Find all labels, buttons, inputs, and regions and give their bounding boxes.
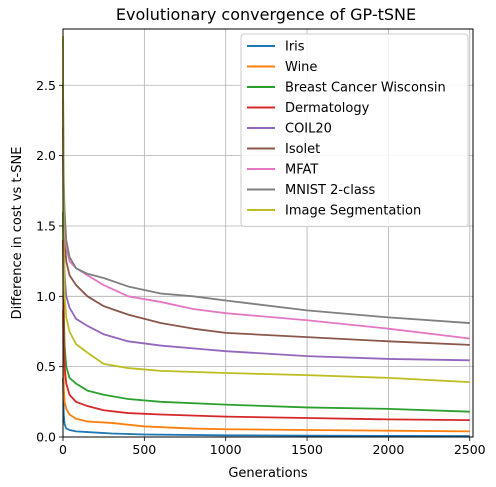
chart-title: Evolutionary convergence of GP-tSNE	[116, 5, 416, 24]
y-tick-label: 2.0	[36, 148, 56, 163]
series-line-8	[62, 36, 470, 384]
legend-label: MFAT	[285, 163, 318, 178]
y-axis-label: Difference in cost vs t-SNE	[10, 147, 25, 320]
x-axis-ticks: 0 500 1000 1500 2000 2500	[59, 437, 486, 457]
legend-label: Breast Cancer Wisconsin	[285, 81, 446, 96]
y-tick-label: 2.5	[36, 78, 56, 93]
x-tick-label: 1500	[291, 442, 323, 457]
x-tick-label: 500	[132, 442, 156, 457]
series-line-1	[62, 310, 470, 433]
series-line-0	[62, 377, 470, 437]
legend-box	[240, 33, 469, 227]
y-tick-label: 1.0	[36, 289, 56, 304]
x-tick-label: 2000	[372, 442, 404, 457]
series-line-3	[62, 240, 470, 422]
legend-label: Isolet	[285, 142, 320, 157]
legend-label: COIL20	[285, 122, 332, 137]
series-line-5	[62, 127, 470, 346]
series-line-7	[62, 85, 470, 324]
x-tick-label: 0	[59, 442, 67, 457]
legend-label: Image Segmentation	[285, 204, 421, 219]
legend-label: Iris	[285, 40, 305, 55]
x-axis-label: Generations	[228, 466, 308, 481]
y-axis-ticks: 0.0 0.5 1.0 1.5 2.0 2.5	[36, 78, 63, 445]
y-tick-label: 1.5	[36, 218, 56, 233]
legend-label: MNIST 2-class	[285, 183, 376, 198]
series-line-2	[62, 211, 470, 413]
series-lines	[62, 36, 470, 437]
legend: Iris Wine Breast Cancer Wisconsin Dermatolo…	[240, 33, 469, 227]
y-tick-label: 0.0	[36, 430, 56, 445]
plot-frame	[62, 28, 474, 438]
x-tick-label: 2500	[454, 442, 486, 457]
x-tick-label: 1000	[210, 442, 242, 457]
y-tick-label: 0.5	[36, 359, 56, 374]
legend-label: Wine	[285, 60, 317, 75]
legend-label: Dermatology	[285, 101, 370, 116]
